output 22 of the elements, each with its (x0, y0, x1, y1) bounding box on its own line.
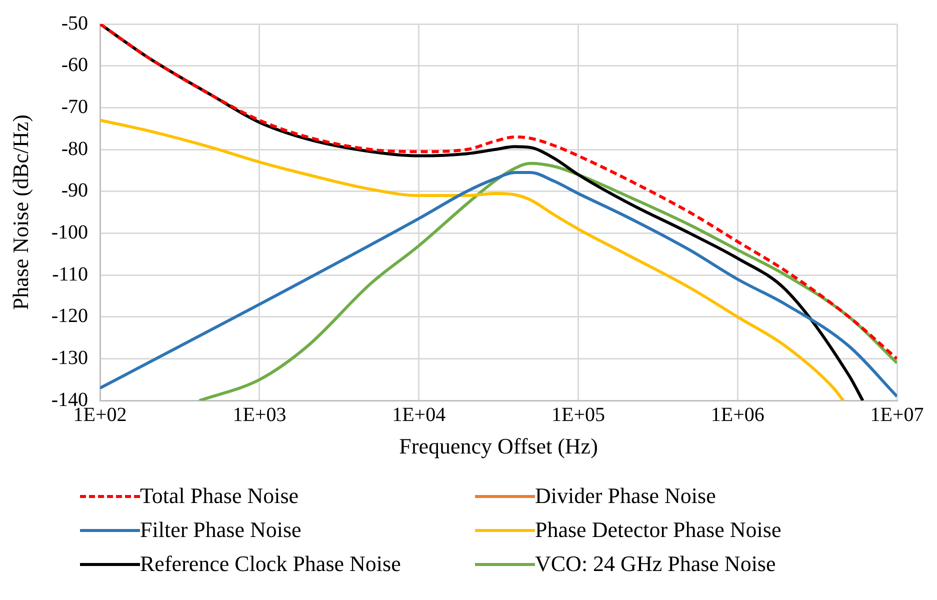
x-tick-label: 1E+04 (392, 404, 446, 426)
y-tick-label: -110 (52, 263, 88, 286)
legend-label: Reference Clock Phase Noise (140, 551, 401, 577)
y-tick-label: -50 (61, 12, 88, 34)
x-tick-label: 1E+05 (551, 404, 605, 426)
x-axis-title: Frequency Offset (Hz) (399, 434, 598, 459)
legend-label: Divider Phase Noise (535, 483, 716, 509)
y-tick-label: -70 (61, 96, 88, 118)
y-axis-title: Phase Noise (dBc/Hz) (8, 114, 33, 310)
y-tick-label: -120 (51, 305, 88, 328)
legend-label: VCO: 24 GHz Phase Noise (535, 551, 776, 577)
y-tick-label: -100 (51, 221, 88, 244)
x-tick-label: 1E+07 (870, 404, 924, 426)
y-tick-label: -60 (61, 54, 88, 76)
legend-label: Phase Detector Phase Noise (535, 517, 782, 543)
legend-label: Total Phase Noise (140, 483, 299, 509)
x-tick-label: 1E+06 (710, 404, 764, 426)
legend-label: Filter Phase Noise (140, 517, 302, 543)
y-tick-label: -90 (61, 180, 88, 202)
y-tick-label: -80 (61, 138, 88, 160)
y-tick-label: -130 (51, 347, 88, 370)
x-tick-label: 1E+03 (232, 404, 286, 426)
